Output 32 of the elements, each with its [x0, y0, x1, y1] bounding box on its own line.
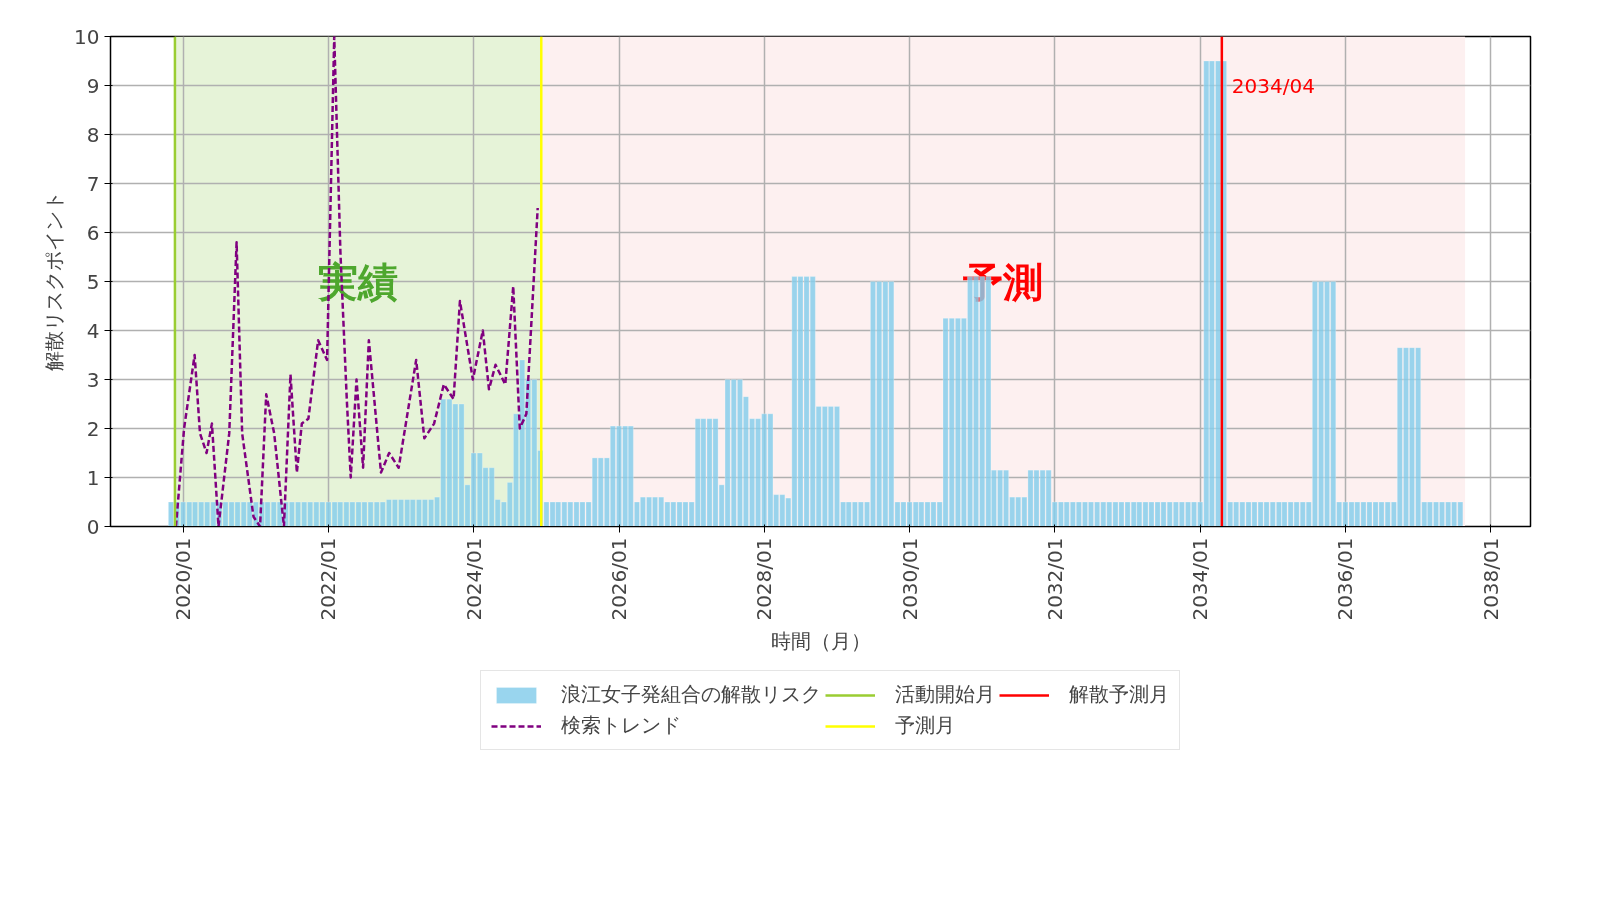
- bar: [168, 501, 174, 527]
- x-tick-label: 2030/01: [897, 537, 922, 621]
- x-axis-title: 時間（月）: [770, 628, 871, 653]
- y-tick-label: 2: [86, 416, 100, 441]
- legend-label: 浪江女子発組合の解散リスク: [561, 681, 821, 708]
- y-tick-label: 6: [86, 220, 100, 245]
- y-axis-title: 解散リスクポイント: [42, 191, 67, 372]
- x-tick-label: 2034/01: [1188, 537, 1213, 621]
- y-tick-label: 8: [86, 122, 100, 147]
- y-tick-label: 10: [74, 24, 100, 49]
- y-tick-label: 0: [86, 514, 100, 539]
- x-tick-label: 2032/01: [1042, 537, 1067, 621]
- legend-label: 予測月: [895, 712, 955, 739]
- x-tick-label: 2038/01: [1478, 537, 1503, 621]
- legend-label: 検索トレンド: [561, 712, 681, 739]
- band-label: 実績: [317, 258, 399, 305]
- x-tick-label: 2026/01: [607, 537, 632, 621]
- x-tick-label: 2024/01: [461, 537, 486, 621]
- y-tick-label: 1: [86, 465, 100, 490]
- y-tick-label: 7: [86, 171, 100, 196]
- annotation: 2034/04: [1231, 73, 1315, 98]
- legend-label: 解散予測月: [1069, 681, 1169, 708]
- band-label: 予測: [962, 258, 1044, 305]
- y-tick-label: 9: [86, 73, 100, 98]
- x-tick-label: 2028/01: [752, 537, 777, 621]
- y-tick-label: 4: [86, 318, 100, 343]
- x-tick-label: 2036/01: [1333, 537, 1358, 621]
- y-tick-label: 3: [86, 367, 100, 392]
- x-tick-label: 2020/01: [171, 537, 196, 621]
- y-tick-label: 5: [86, 269, 100, 294]
- x-tick-label: 2022/01: [316, 537, 341, 621]
- legend-label: 活動開始月: [895, 681, 995, 708]
